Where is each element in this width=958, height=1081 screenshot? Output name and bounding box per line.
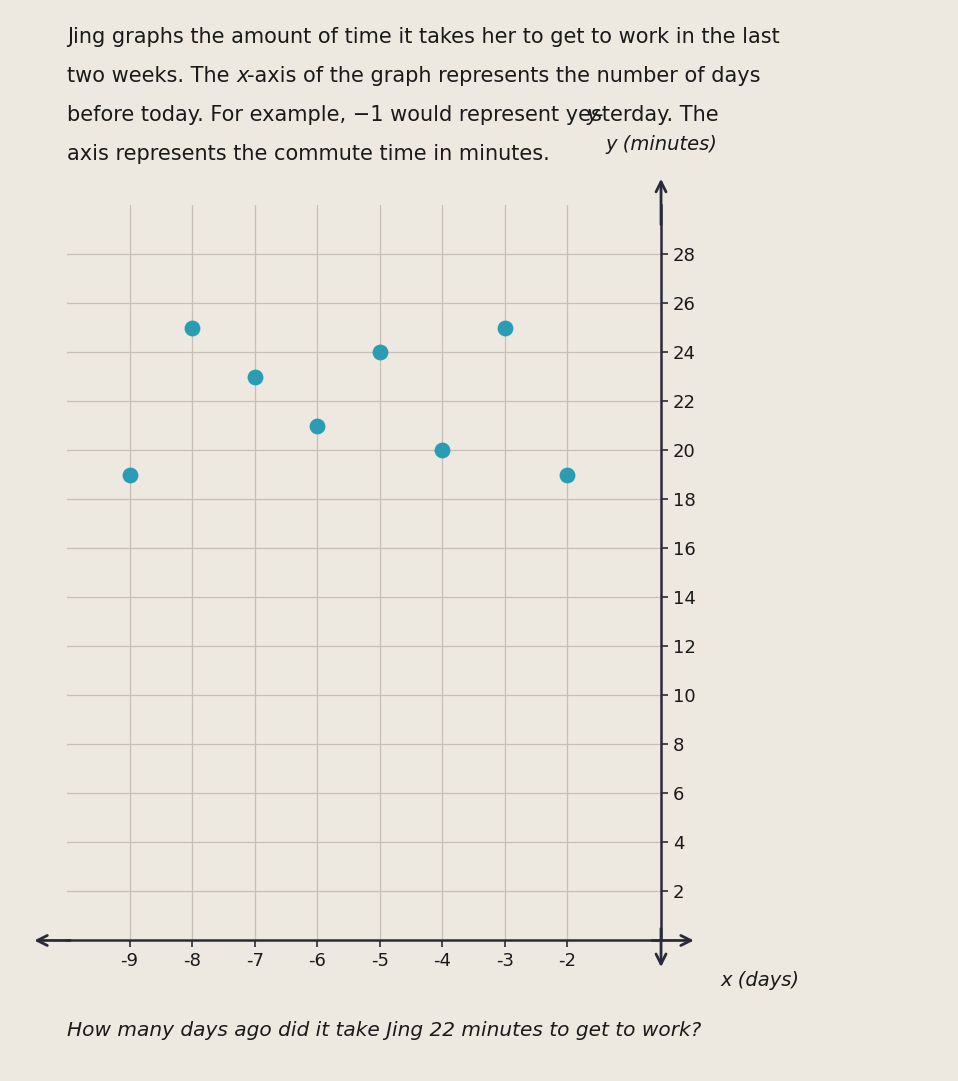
Text: x: x	[237, 66, 249, 86]
Text: -: -	[596, 105, 604, 125]
Text: y (minutes): y (minutes)	[605, 135, 717, 154]
Text: Jing graphs the amount of time it takes her to get to work in the last: Jing graphs the amount of time it takes …	[67, 27, 780, 48]
Point	[309, 417, 325, 435]
Text: two weeks. The: two weeks. The	[67, 66, 237, 86]
Text: x (days): x (days)	[720, 972, 799, 990]
Point	[559, 466, 575, 483]
Text: axis represents the commute time in minutes.: axis represents the commute time in minu…	[67, 144, 550, 164]
Point	[497, 319, 513, 336]
Point	[122, 466, 137, 483]
Point	[372, 344, 387, 361]
Point	[247, 369, 262, 386]
Point	[435, 442, 450, 459]
Text: -axis of the graph represents the number of days: -axis of the graph represents the number…	[247, 66, 761, 86]
Point	[185, 319, 200, 336]
Text: before today. For example, −1 would represent yesterday. The: before today. For example, −1 would repr…	[67, 105, 725, 125]
Text: y: y	[586, 105, 599, 125]
Text: How many days ago did it take Jing 22 minutes to get to work?: How many days ago did it take Jing 22 mi…	[67, 1020, 701, 1040]
